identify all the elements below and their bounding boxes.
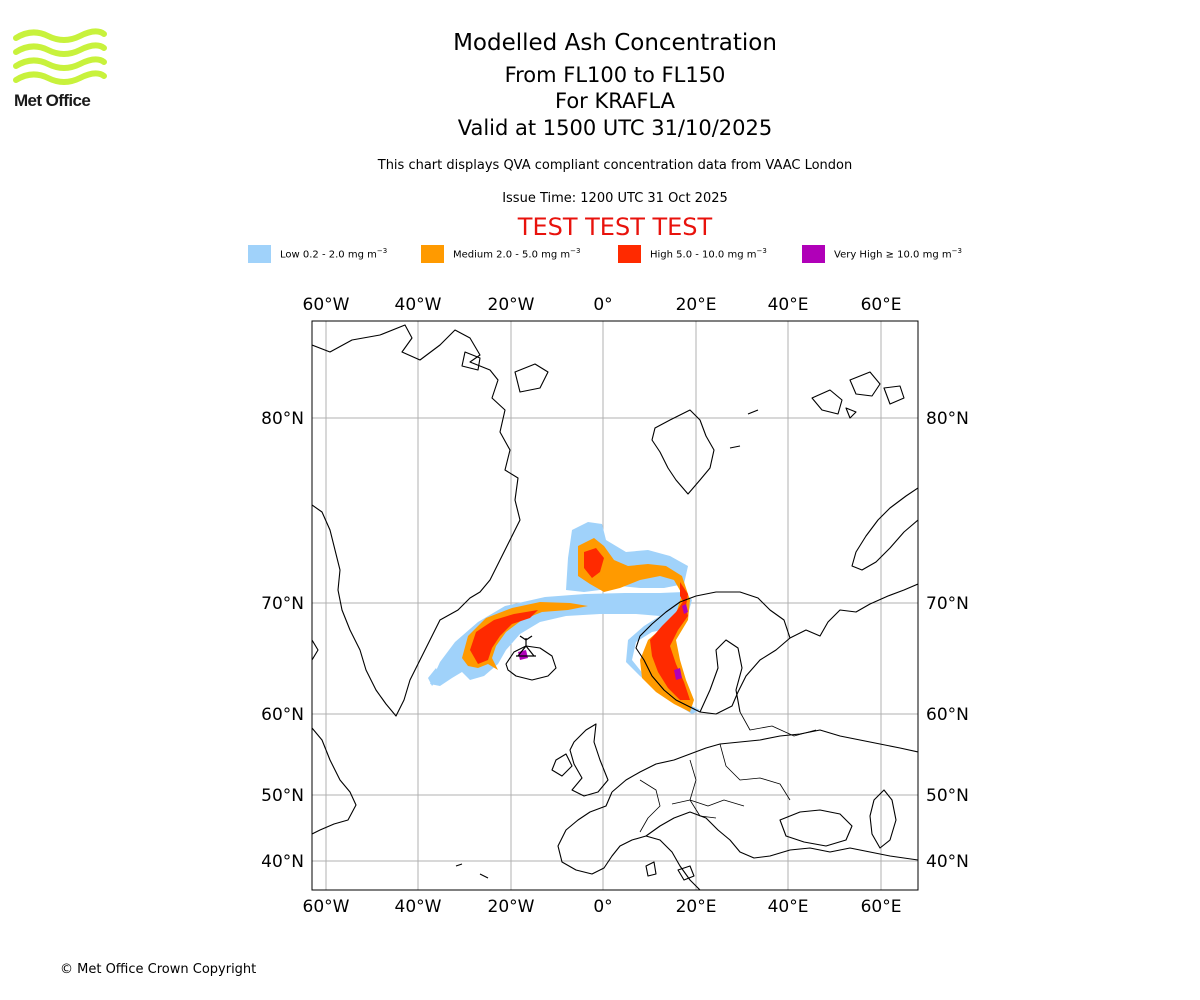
lon-label-40e-top: 40°E (768, 295, 809, 315)
legend-item-low: Low 0.2 - 2.0 mg m−3 (248, 244, 387, 264)
lon-label-0-top: 0° (593, 295, 612, 315)
legend-swatch-low (248, 245, 271, 263)
lat-label-50n-right: 50°N (926, 786, 969, 806)
lat-label-70n-right: 70°N (926, 594, 969, 614)
legend-label-medium: Medium 2.0 - 5.0 mg m−3 (453, 247, 581, 261)
lon-label-60e-bottom: 60°E (861, 897, 902, 917)
legend-label-very-high: Very High ≥ 10.0 mg m−3 (834, 247, 962, 261)
issue-time: Issue Time: 1200 UTC 31 Oct 2025 (502, 191, 728, 206)
lon-label-60e-top: 60°E (861, 295, 902, 315)
lat-label-80n-right: 80°N (926, 409, 969, 429)
lon-label-40e-bottom: 40°E (768, 897, 809, 917)
lat-label-60n-right: 60°N (926, 705, 969, 725)
lat-label-40n-right: 40°N (926, 852, 969, 872)
lon-label-20w-bottom: 20°W (488, 897, 535, 917)
map-frame (311, 320, 919, 891)
lat-label-50n-left: 50°N (261, 786, 304, 806)
lat-label-80n-left: 80°N (261, 409, 304, 429)
lat-label-40n-left: 40°N (261, 852, 304, 872)
copyright-notice: © Met Office Crown Copyright (60, 962, 257, 977)
latitude-labels-right: 80°N 70°N 60°N 50°N 40°N (926, 409, 969, 872)
test-banner: TEST TEST TEST (517, 213, 713, 241)
longitude-labels-bottom: 60°W 40°W 20°W 0° 20°E 40°E 60°E (303, 897, 902, 917)
legend-label-high: High 5.0 - 10.0 mg m−3 (650, 247, 767, 261)
lon-label-0-bottom: 0° (593, 897, 612, 917)
lon-label-20e-top: 20°E (676, 295, 717, 315)
legend-item-medium: Medium 2.0 - 5.0 mg m−3 (421, 244, 580, 264)
legend-label-low: Low 0.2 - 2.0 mg m−3 (280, 247, 388, 261)
lon-label-20w-top: 20°W (488, 295, 535, 315)
legend-item-high: High 5.0 - 10.0 mg m−3 (618, 244, 767, 264)
valid-time: Valid at 1500 UTC 31/10/2025 (457, 116, 773, 140)
volcano-marker-icon (516, 635, 536, 657)
legend-item-very-high: Very High ≥ 10.0 mg m−3 (802, 244, 962, 264)
met-office-logo-icon (13, 28, 107, 85)
legend-swatch-high (618, 245, 641, 263)
legend-swatch-medium (421, 245, 444, 263)
chart-title: Modelled Ash Concentration (453, 30, 777, 56)
met-office-wordmark: Met Office (14, 91, 91, 110)
coastlines (312, 324, 918, 890)
lat-label-60n-left: 60°N (261, 705, 304, 725)
lon-label-40w-bottom: 40°W (395, 897, 442, 917)
volcano-name: For KRAFLA (555, 89, 675, 113)
lon-label-60w-top: 60°W (303, 295, 350, 315)
longitude-labels-top: 60°W 40°W 20°W 0° 20°E 40°E 60°E (303, 295, 902, 315)
lon-label-40w-top: 40°W (395, 295, 442, 315)
lon-label-60w-bottom: 60°W (303, 897, 350, 917)
chart-description: This chart displays QVA compliant concen… (377, 158, 853, 173)
lon-label-20e-bottom: 20°E (676, 897, 717, 917)
lat-label-70n-left: 70°N (261, 594, 304, 614)
legend-swatch-very-high (802, 245, 825, 263)
map-gridlines (312, 321, 918, 890)
latitude-labels-left: 80°N 70°N 60°N 50°N 40°N (261, 409, 304, 872)
flight-level-range: From FL100 to FL150 (504, 63, 726, 87)
